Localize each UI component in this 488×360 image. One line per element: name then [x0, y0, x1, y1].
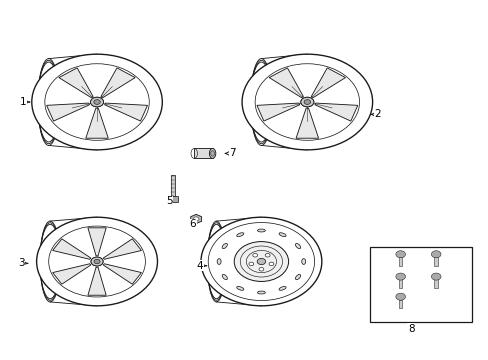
Polygon shape: [53, 264, 91, 284]
Polygon shape: [101, 68, 135, 98]
Ellipse shape: [301, 258, 305, 264]
Ellipse shape: [236, 287, 244, 290]
Text: 1: 1: [20, 97, 30, 107]
Circle shape: [193, 217, 199, 221]
Polygon shape: [88, 228, 106, 256]
Bar: [369, 247, 471, 322]
Text: 2: 2: [370, 109, 380, 120]
Circle shape: [395, 251, 405, 258]
Circle shape: [268, 262, 273, 266]
Ellipse shape: [257, 229, 265, 232]
Polygon shape: [104, 103, 147, 121]
Circle shape: [201, 217, 321, 306]
Text: 7: 7: [225, 148, 235, 158]
Circle shape: [430, 251, 440, 258]
Circle shape: [91, 257, 103, 266]
Circle shape: [94, 100, 100, 104]
Polygon shape: [295, 108, 318, 138]
Polygon shape: [53, 239, 91, 259]
Circle shape: [304, 100, 310, 104]
Ellipse shape: [222, 243, 227, 249]
Circle shape: [32, 54, 162, 150]
Ellipse shape: [209, 148, 215, 158]
Bar: [398, 300, 402, 309]
Text: 3: 3: [18, 258, 28, 268]
Ellipse shape: [222, 274, 227, 280]
Ellipse shape: [295, 274, 300, 280]
Ellipse shape: [295, 243, 300, 249]
Text: 5: 5: [166, 196, 173, 206]
Bar: [168, 196, 177, 202]
Circle shape: [395, 293, 405, 300]
Circle shape: [300, 97, 313, 107]
Polygon shape: [46, 103, 89, 121]
Polygon shape: [103, 239, 141, 259]
Polygon shape: [311, 68, 345, 98]
Ellipse shape: [279, 233, 285, 237]
Circle shape: [257, 258, 265, 265]
Circle shape: [90, 97, 103, 107]
Text: 6: 6: [189, 219, 196, 229]
Ellipse shape: [279, 287, 285, 290]
Text: 4: 4: [196, 261, 206, 271]
Polygon shape: [85, 108, 108, 138]
Circle shape: [300, 97, 313, 107]
Circle shape: [430, 273, 440, 280]
Text: 8: 8: [407, 323, 414, 334]
Ellipse shape: [236, 233, 244, 237]
Circle shape: [242, 54, 372, 150]
Ellipse shape: [257, 291, 265, 294]
Circle shape: [248, 262, 253, 266]
Polygon shape: [256, 103, 299, 121]
Circle shape: [234, 242, 288, 282]
Bar: [434, 257, 437, 266]
Circle shape: [90, 97, 103, 107]
Bar: [398, 279, 402, 288]
Circle shape: [94, 259, 100, 264]
Circle shape: [37, 217, 157, 306]
Polygon shape: [190, 215, 201, 224]
Polygon shape: [314, 103, 357, 121]
Bar: [434, 279, 437, 288]
Polygon shape: [88, 267, 106, 295]
Circle shape: [395, 273, 405, 280]
Polygon shape: [50, 217, 97, 306]
Polygon shape: [59, 68, 93, 98]
Circle shape: [252, 253, 257, 257]
Bar: [398, 257, 402, 266]
Polygon shape: [103, 264, 141, 284]
Polygon shape: [216, 217, 261, 306]
Circle shape: [304, 100, 310, 104]
Bar: [194, 148, 212, 158]
Polygon shape: [49, 54, 97, 150]
Circle shape: [264, 253, 269, 257]
Circle shape: [91, 257, 103, 266]
Circle shape: [259, 267, 264, 271]
Bar: [170, 175, 175, 196]
Polygon shape: [261, 54, 307, 150]
Ellipse shape: [217, 258, 221, 264]
Polygon shape: [269, 68, 303, 98]
Circle shape: [94, 100, 100, 104]
Ellipse shape: [210, 151, 214, 156]
